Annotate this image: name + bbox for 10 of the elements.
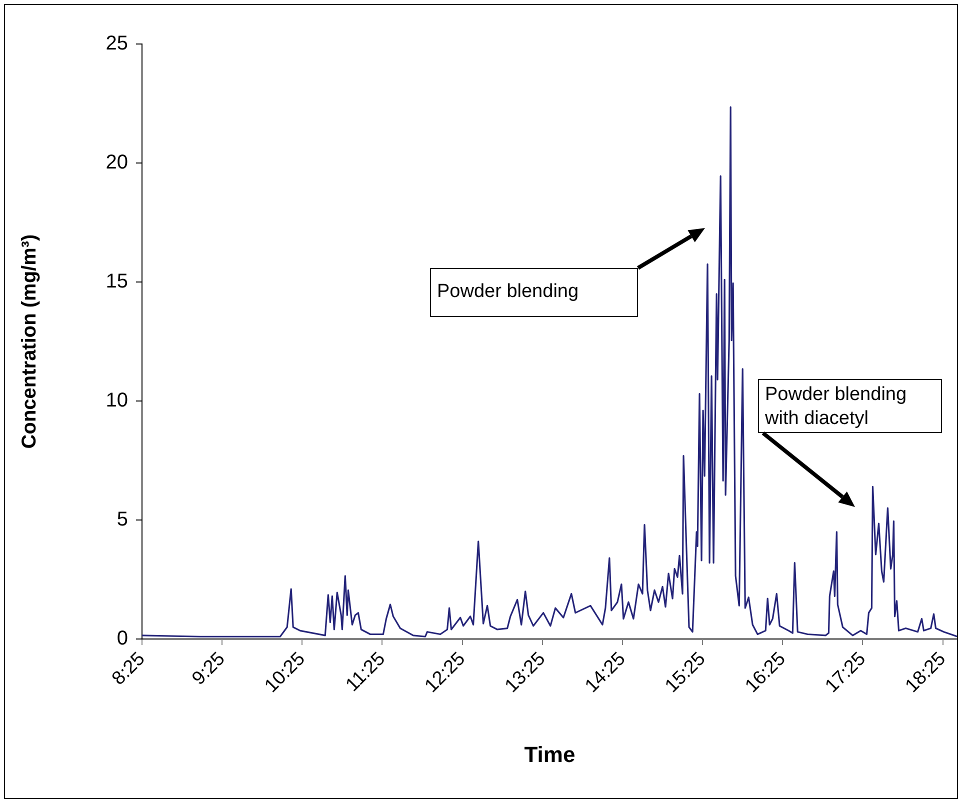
y-tick-label: 20 xyxy=(106,152,128,174)
callout-box: Powder blending with diacetyl xyxy=(758,379,942,433)
x-axis-title: Time xyxy=(524,742,576,767)
y-axis-title: Concentration (mg/m³) xyxy=(18,234,41,449)
y-tick-label: 5 xyxy=(116,508,128,531)
y-tick-label: 15 xyxy=(106,270,128,293)
callout-box: Powder blending xyxy=(430,268,638,317)
y-tick-label: 25 xyxy=(106,32,128,55)
y-tick-label: 10 xyxy=(106,390,128,412)
y-tick-label: 0 xyxy=(116,628,128,650)
